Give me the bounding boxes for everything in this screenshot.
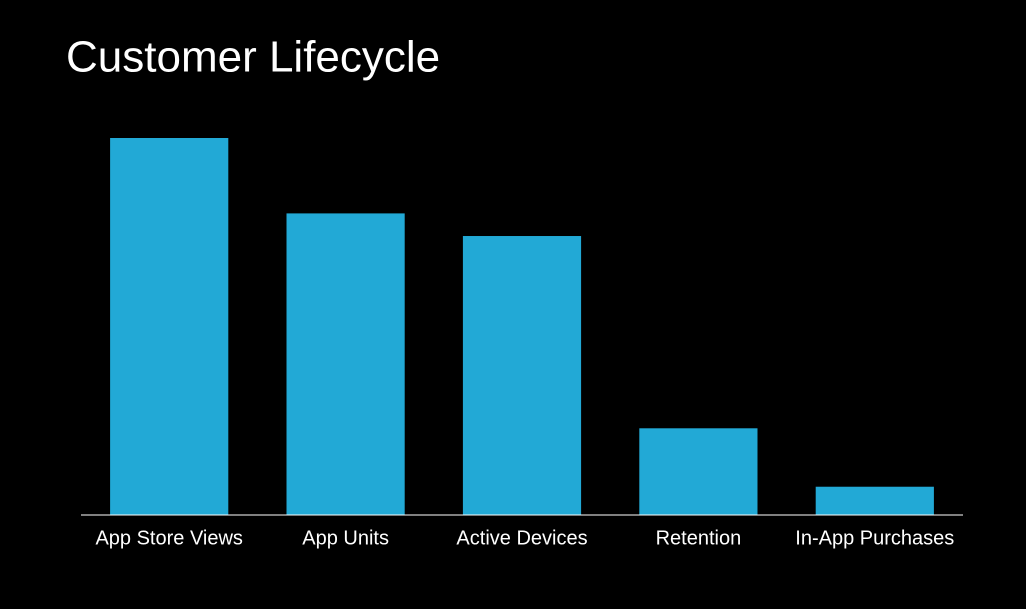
bar [639,428,758,515]
x-tick-label: In-App Purchases [795,527,954,549]
chart-title: Customer Lifecycle [66,33,440,82]
bar [462,236,582,515]
bar [110,138,229,515]
x-tick-label: Active Devices [456,527,587,549]
x-tick-label: Retention [656,527,742,549]
bar [815,486,934,515]
x-tick-label: App Units [302,527,389,549]
x-tick-label: App Store Views [95,527,243,549]
bar [286,213,405,515]
